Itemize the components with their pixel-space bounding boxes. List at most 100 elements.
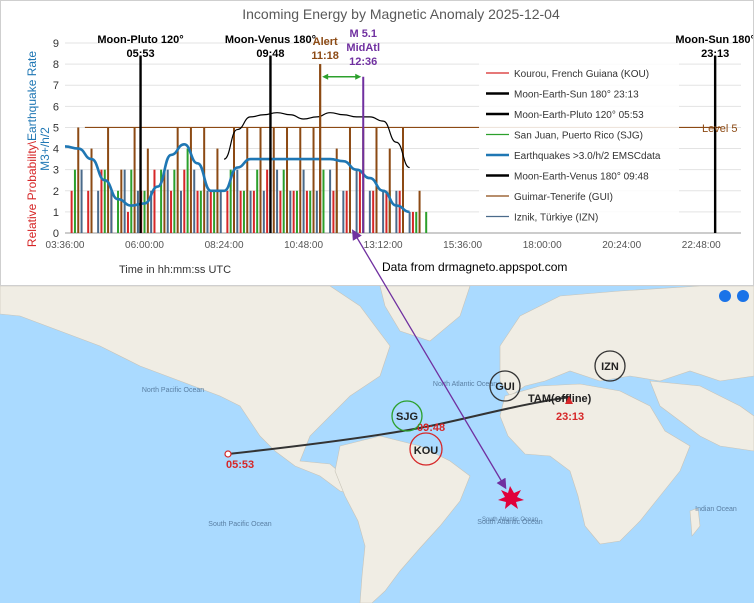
bar-gui — [286, 127, 289, 233]
bar-izn — [179, 190, 182, 233]
bar-kou — [196, 190, 199, 233]
label-south-atlantic: South Atlantic Ocean — [477, 519, 542, 526]
bar-gui — [375, 127, 378, 233]
y-tick-label: 5 — [53, 122, 59, 134]
quake-time: 12:36 — [349, 56, 377, 68]
event-title: Moon-Pluto 120° — [97, 34, 183, 46]
bar-gui — [402, 127, 404, 233]
event-title: Moon-Venus 180° — [225, 34, 316, 46]
bar-sjg — [213, 190, 216, 233]
bar-gui — [163, 169, 166, 233]
bar-sjg — [199, 190, 202, 233]
label-north-pacific: North Pacific Ocean — [142, 387, 204, 394]
x-tick-label: 15:36:00 — [443, 240, 482, 251]
event-time: 23:13 — [701, 48, 729, 60]
bar-sjg — [130, 169, 133, 233]
trend-curve — [223, 112, 410, 169]
bar-kou — [372, 190, 375, 233]
map-panel[interactable]: North Pacific Ocean South Pacific Ocean … — [0, 285, 754, 604]
bar-izn — [249, 190, 252, 233]
bar-sjg — [282, 169, 285, 233]
bar-izn — [276, 169, 279, 233]
bar-kou — [170, 190, 173, 233]
bar-sjg — [309, 190, 312, 233]
bar-kou — [153, 169, 156, 233]
bar-gui — [299, 127, 302, 233]
bar-izn — [150, 190, 153, 233]
bar-kou — [100, 169, 103, 233]
y-tick-labels: 0 1 2 3 4 5 6 7 8 9 — [53, 38, 59, 240]
bar-gui — [312, 127, 315, 233]
bar-kou — [385, 190, 388, 233]
land-europe-asia — [499, 285, 754, 397]
y-tick-label: 8 — [53, 59, 59, 71]
station-izn-circle[interactable] — [594, 350, 626, 382]
bar-kou — [87, 190, 90, 233]
station-sjg-label: SJG — [396, 411, 418, 423]
world-map: North Pacific Ocean South Pacific Ocean … — [0, 285, 754, 604]
bar-kou — [358, 169, 361, 233]
bar-gui — [189, 127, 192, 233]
bar-izn — [382, 190, 385, 233]
alert-title: Alert — [313, 36, 338, 48]
chart-title: Incoming Energy by Magnetic Anomaly 2025… — [242, 6, 560, 22]
bar-sjg — [143, 190, 146, 233]
bar-sjg — [242, 190, 245, 233]
epicenter-star-icon[interactable] — [498, 486, 524, 509]
legend-label: Guimar-Tenerife (GUI) — [514, 192, 613, 203]
y-tick-label: 3 — [53, 165, 59, 177]
legend-label: Earthquakes >3.0/h/2 EMSCdata — [514, 151, 661, 162]
y-tick-label: 0 — [53, 228, 59, 240]
bar-kou — [411, 211, 414, 233]
map-account-icon[interactable] — [737, 290, 749, 302]
y-tick-label: 2 — [53, 186, 59, 198]
map-control-icon[interactable] — [719, 290, 731, 302]
bar-gui — [176, 127, 179, 233]
bar-kou — [183, 169, 186, 233]
bar-gui — [233, 127, 235, 233]
bar-gui — [388, 148, 391, 233]
bar-izn — [236, 169, 239, 233]
bar-kou — [209, 190, 212, 233]
interval-arrow-left-icon — [322, 73, 329, 80]
bar-izn — [329, 169, 332, 233]
land-africa — [499, 383, 691, 545]
y-tick-label: 7 — [53, 80, 59, 92]
land-arabia — [649, 380, 754, 452]
bar-izn — [193, 169, 196, 233]
bar-sjg — [103, 169, 106, 233]
earthquake-rate-curve — [64, 143, 410, 214]
tam-marker-icon[interactable] — [565, 396, 573, 404]
bar-kou — [279, 190, 282, 233]
y-axis-label: Relative Probability\Earthquake Rate — [25, 51, 39, 247]
bar-sjg — [415, 211, 418, 233]
bar-sjg — [322, 169, 325, 233]
track-start-point[interactable] — [224, 450, 232, 458]
event-labels: Moon-Pluto 120° 05:53 Moon-Venus 180° 09:48… — [97, 28, 754, 68]
bar-izn — [408, 211, 411, 233]
legend-label: Moon-Earth-Pluto 120° 05:53 — [514, 110, 644, 121]
bar-kou — [266, 169, 269, 233]
event-time: 09:48 — [256, 48, 284, 60]
bar-izn — [342, 190, 345, 233]
bar-kou — [126, 211, 129, 233]
bar-sjg — [186, 148, 189, 233]
label-north-atlantic: North Atlantic Ocean — [433, 381, 497, 388]
bar-gui — [133, 127, 136, 233]
station-tam-label: TAM(offline) — [528, 393, 592, 405]
x-tick-label: 03:36:00 — [46, 240, 85, 251]
source-note: Data from drmagneto.appspot.com — [382, 260, 567, 274]
legend-label: Kourou, French Guiana (KOU) — [514, 69, 649, 80]
bar-izn — [355, 169, 358, 233]
label-epicenter-ocean: South Atlantic Ocean — [482, 517, 538, 523]
bar-izn — [136, 190, 139, 233]
event-lines — [139, 55, 717, 233]
legend-label: Moon-Earth-Sun 180° 23:13 — [514, 90, 639, 101]
land-madagascar — [689, 507, 701, 537]
bar-gui — [272, 127, 275, 233]
bar-izn — [368, 190, 371, 233]
label-indian-ocean: Indian Ocean — [695, 506, 737, 513]
bar-kou — [226, 190, 229, 233]
bar-izn — [110, 190, 113, 233]
chart-panel: Incoming Energy by Magnetic Anomaly 2025… — [0, 0, 754, 286]
